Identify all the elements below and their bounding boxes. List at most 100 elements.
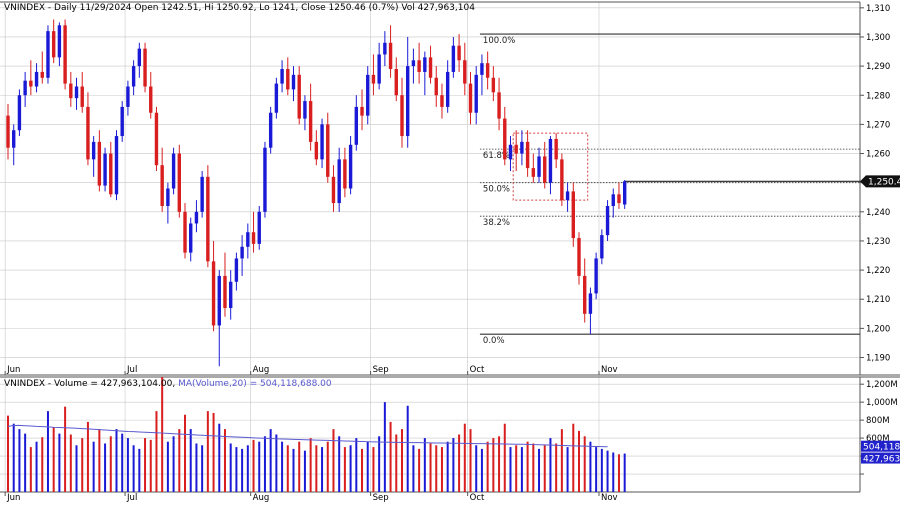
candle-body <box>605 205 610 236</box>
volume-bar <box>223 429 226 492</box>
candle-body <box>183 211 187 253</box>
volume-bar <box>480 448 483 492</box>
candle-body <box>149 86 153 113</box>
candle-body <box>74 86 79 99</box>
candle-body <box>491 77 496 93</box>
candle-body <box>400 95 404 137</box>
candle-body <box>622 181 627 205</box>
candle-body <box>406 66 410 137</box>
fib-level-label: 100.0% <box>483 36 515 46</box>
candle-body <box>343 159 347 189</box>
volume-bar <box>332 429 335 492</box>
volume-bar <box>235 447 238 492</box>
candle-body <box>423 57 427 72</box>
candlestick-series <box>6 19 627 367</box>
volume-bar <box>617 454 620 492</box>
consolidation-box <box>512 132 589 201</box>
volume-ma20-line <box>7 424 608 448</box>
month-label-price: Sep <box>373 365 389 375</box>
candle-body <box>314 141 319 160</box>
volume-bar <box>435 445 438 492</box>
volume-bar <box>24 433 27 492</box>
candle-body <box>29 80 33 87</box>
candle-body <box>451 45 456 72</box>
candle-body <box>80 86 84 107</box>
month-label-volume: Sep <box>373 493 389 503</box>
volume-bar <box>92 441 95 492</box>
volume-bar <box>52 427 55 492</box>
candle-body <box>143 48 147 87</box>
volume-bar <box>412 445 415 492</box>
candle-body <box>611 194 615 206</box>
candle-body <box>383 42 387 55</box>
month-label-volume: Jul <box>126 493 137 503</box>
candle-body <box>160 165 164 206</box>
candle-body <box>120 106 124 137</box>
candle-body <box>206 176 210 262</box>
volume-bar <box>423 438 426 492</box>
candle-body <box>228 281 233 308</box>
volume-bar <box>126 438 129 492</box>
candle-body <box>166 188 170 206</box>
volume-bar <box>515 445 518 492</box>
candle-body <box>240 246 244 259</box>
price-tick-label: 1,260 <box>866 150 890 160</box>
candle-body <box>189 223 193 253</box>
price-tick-label: 1,190 <box>866 354 890 364</box>
volume-bar <box>241 448 244 492</box>
volume-bar <box>549 438 552 492</box>
candle-body <box>366 74 370 116</box>
volume-bar <box>286 445 289 492</box>
candle-body <box>194 211 199 224</box>
volume-bar <box>149 439 152 492</box>
month-label-price: Jun <box>6 365 20 375</box>
fib-level-label: 38.2% <box>483 218 510 228</box>
volume-bar <box>475 445 478 492</box>
volume-bar <box>583 436 586 492</box>
candle-body <box>554 138 558 160</box>
price-tick-label: 1,280 <box>866 91 890 101</box>
volume-tick-label: 600M <box>866 434 890 444</box>
volume-bar <box>520 447 523 492</box>
month-label-volume: Nov <box>601 493 618 503</box>
candle-body <box>440 95 444 107</box>
candle-body <box>12 130 16 148</box>
volume-bar <box>201 445 204 492</box>
price-tick-label: 1,270 <box>866 120 890 130</box>
volume-last-value-label: 427,963, <box>863 455 900 465</box>
fib-level-label: 0.0% <box>483 336 505 346</box>
candle-body <box>337 159 341 204</box>
candle-body <box>97 141 102 186</box>
candle-body <box>543 156 547 183</box>
candle-body <box>503 118 507 160</box>
volume-bar <box>121 433 124 492</box>
candle-body <box>297 74 301 119</box>
volume-bar <box>81 438 84 492</box>
volume-bar <box>109 436 112 492</box>
volume-bar <box>58 433 61 492</box>
candle-body <box>388 42 393 70</box>
volume-axis-labels: 600M 800M 1,000M 1,200M <box>860 380 898 475</box>
candle-body <box>411 60 416 67</box>
volume-bar <box>41 437 44 492</box>
candle-body <box>40 71 44 78</box>
candle-body <box>223 275 227 308</box>
volume-bar <box>389 421 392 492</box>
volume-bar <box>281 441 284 492</box>
candle-body <box>320 124 324 160</box>
volume-bar <box>446 441 449 492</box>
candle-body <box>560 159 564 201</box>
volume-bar <box>589 441 592 492</box>
volume-bar <box>275 434 278 492</box>
volume-panel-header: VNINDEX - Volume = 427,963,104.00, MA(Vo… <box>4 379 332 389</box>
volume-bar <box>144 438 147 492</box>
candle-body <box>514 144 518 154</box>
candle-body <box>600 235 604 259</box>
candle-body <box>531 168 536 177</box>
volume-bar <box>498 436 501 492</box>
fibonacci-retracement: 100.0% 61.8% 50.0% 38.2% 0.0% <box>479 33 860 346</box>
volume-last-badge-shape <box>861 452 900 464</box>
candle-body <box>565 191 570 201</box>
candle-body <box>46 31 50 78</box>
